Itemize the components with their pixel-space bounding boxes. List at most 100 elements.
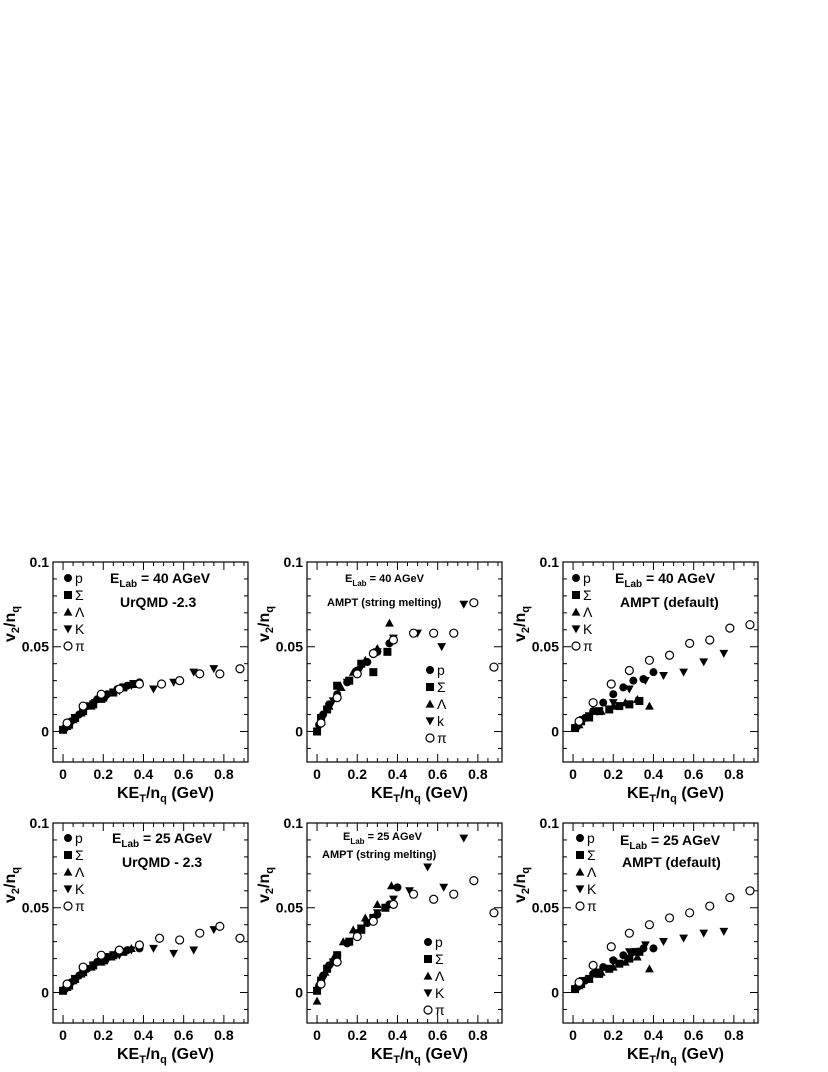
data-point	[356, 924, 366, 933]
data-point	[599, 698, 608, 707]
data-point	[372, 909, 382, 918]
data-point	[606, 679, 616, 689]
plot-frame	[52, 822, 249, 1024]
legend-entry: π	[63, 898, 85, 914]
data-point	[624, 685, 634, 694]
legend-label: π	[587, 898, 597, 914]
legend-marker	[571, 607, 581, 616]
legend-entry: K	[575, 881, 597, 897]
legend-entry: Σ	[424, 951, 444, 967]
legend-label: Σ	[435, 951, 444, 967]
model-annotation: AMPT (default)	[620, 594, 719, 610]
y-axis-label: v2/nq	[256, 867, 276, 903]
legend-entry: Σ	[572, 587, 592, 603]
panel-4: 0 0.2 0.4 0.6 0.8 0 0.05 0.1 KET/nq (GeV) v2/nq EL…	[2, 815, 249, 1066]
data-point	[316, 718, 326, 728]
data-point	[385, 618, 394, 627]
data-point	[588, 698, 598, 708]
data-point	[489, 662, 499, 672]
legend-marker	[575, 867, 585, 876]
data-point	[620, 957, 630, 966]
data-point	[596, 967, 606, 976]
data-point	[356, 663, 366, 672]
x-tick-label: 0.2	[348, 766, 368, 782]
x-tick-label: 0.4	[134, 1027, 154, 1043]
y-tick-label: 0	[295, 984, 303, 1000]
legend-label: K	[435, 985, 445, 1001]
data-point	[368, 916, 378, 926]
x-axis-label: KET/nq (GeV)	[371, 1046, 468, 1066]
x-tick-label: 0	[569, 1027, 577, 1043]
data-point	[62, 979, 72, 989]
series-1	[59, 680, 138, 734]
data-point	[664, 650, 675, 660]
data-point	[632, 952, 642, 961]
legend-entry: p	[426, 662, 445, 678]
data-point	[195, 928, 205, 938]
x-tick-label: 0.4	[388, 1027, 408, 1043]
data-point	[389, 895, 398, 904]
data-point	[96, 957, 106, 966]
legend-marker	[426, 683, 434, 691]
y-axis-label: v2/nq	[2, 867, 22, 903]
data-point	[644, 920, 655, 930]
x-tick-label: 0.8	[724, 1027, 744, 1043]
data-point	[624, 665, 634, 676]
model-annotation: UrQMD -2.3	[120, 594, 196, 610]
data-point	[215, 921, 225, 931]
legend-entry: π	[425, 730, 447, 746]
legend-marker	[423, 971, 433, 980]
legend-label: Λ	[437, 696, 447, 712]
data-point	[649, 944, 658, 953]
data-point	[423, 863, 433, 872]
data-point	[588, 960, 598, 970]
legend-marker	[63, 625, 73, 634]
data-point	[620, 698, 630, 707]
legend-marker	[64, 834, 72, 842]
legend-marker	[572, 574, 580, 582]
legend-label: Σ	[75, 847, 84, 863]
data-point	[408, 889, 419, 899]
data-point	[372, 899, 382, 908]
data-point	[429, 894, 439, 904]
series-4	[62, 664, 245, 728]
energy-annotation: ELab = 40 AGeV	[345, 573, 425, 588]
data-point	[312, 996, 322, 1005]
data-point	[596, 706, 606, 715]
series-4	[62, 921, 245, 989]
data-point	[449, 889, 459, 899]
data-point	[625, 954, 634, 963]
x-tick-label: 0.6	[684, 766, 704, 782]
data-point	[70, 975, 80, 984]
data-point	[644, 655, 655, 665]
x-tick-label: 0	[59, 1027, 67, 1043]
data-point	[89, 700, 98, 709]
data-point	[439, 883, 449, 892]
data-point	[705, 635, 715, 645]
data-point	[645, 964, 654, 973]
y-tick-label: 0	[551, 723, 559, 739]
data-point	[381, 903, 390, 912]
legend-label: π	[583, 638, 593, 654]
legend-entry: K	[423, 985, 445, 1001]
legend-marker	[424, 955, 432, 963]
data-point	[679, 668, 689, 677]
data-point	[388, 635, 399, 645]
data-point	[189, 668, 199, 677]
panel-6: 0 0.2 0.4 0.6 0.8 0 0.05 0.1 KET/nq (GeV) v2/nq EL…	[512, 815, 759, 1066]
legend-label: p	[435, 934, 443, 950]
legend-marker	[423, 1005, 433, 1015]
x-tick-label: 0.4	[134, 766, 154, 782]
data-point	[584, 713, 594, 722]
data-point	[624, 948, 634, 957]
data-point	[127, 946, 136, 955]
legend-entry: π	[63, 638, 85, 654]
data-point	[659, 938, 668, 947]
y-tick-label: 0.1	[284, 554, 304, 570]
data-point	[149, 685, 158, 694]
data-point	[584, 974, 594, 983]
data-point	[102, 956, 112, 965]
legend-label: p	[437, 662, 445, 678]
data-point	[368, 648, 378, 659]
data-point	[316, 979, 326, 989]
